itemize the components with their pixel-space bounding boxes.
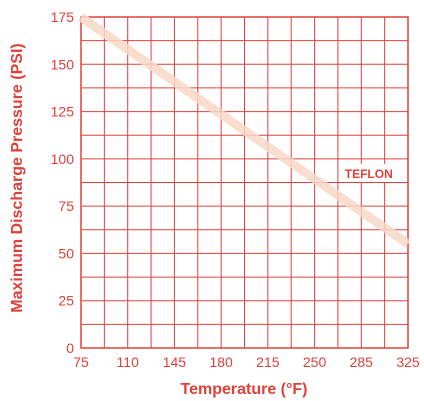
- y-tick-label: 100: [51, 151, 75, 167]
- y-tick-label: 25: [58, 293, 74, 309]
- plot-frame: [80, 16, 409, 349]
- x-tick-label: 180: [209, 354, 233, 370]
- x-tick-labels: 75 110 145 180 215 250 285 325: [73, 354, 420, 370]
- y-tick-label: 150: [51, 56, 75, 72]
- y-tick-label: 50: [58, 245, 74, 261]
- y-tick-labels: 0 25 50 75 100 125 150 175: [51, 9, 75, 356]
- series-layer: [78, 13, 411, 248]
- series-line-teflon: [78, 13, 411, 248]
- y-tick-label: 175: [51, 9, 75, 25]
- x-tick-label: 75: [73, 354, 89, 370]
- annotations: TEFLON: [340, 163, 397, 182]
- y-tick-label: 0: [66, 340, 74, 356]
- y-tick-label: 75: [58, 198, 74, 214]
- x-tick-label: 285: [350, 354, 374, 370]
- grid: [80, 16, 409, 349]
- x-axis-title: Temperature (°F): [180, 381, 307, 398]
- y-tick-label: 125: [51, 104, 75, 120]
- annotation-background: [340, 163, 397, 182]
- annotation-label-teflon: TEFLON: [345, 167, 393, 181]
- x-tick-label: 215: [256, 354, 280, 370]
- x-tick-label: 145: [163, 354, 187, 370]
- x-tick-label: 250: [303, 354, 327, 370]
- x-tick-label: 325: [396, 354, 420, 370]
- x-tick-label: 110: [117, 354, 140, 370]
- y-axis-title: Maximum Discharge Pressure (PSI): [9, 43, 26, 312]
